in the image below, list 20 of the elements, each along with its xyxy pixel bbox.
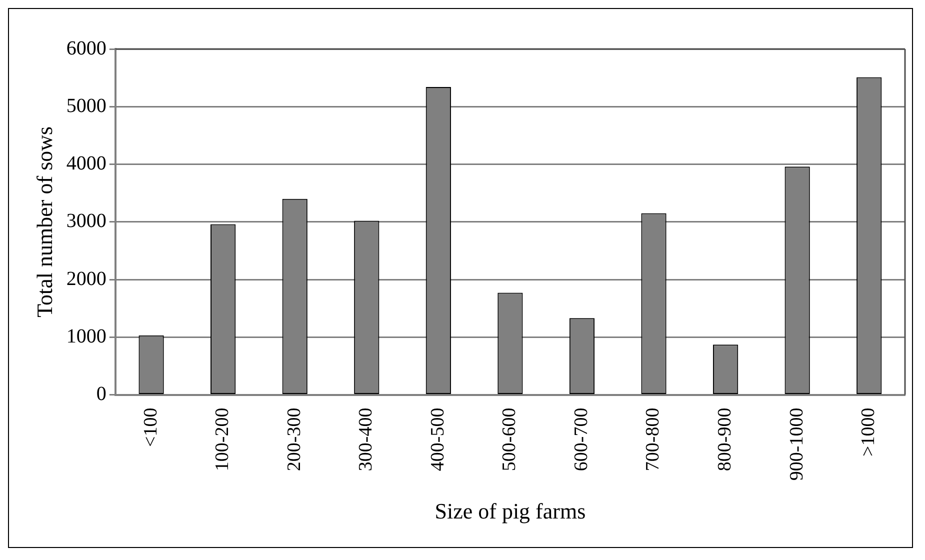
y-tick-label: 0: [96, 383, 106, 406]
x-tick-label: 600-700: [570, 408, 592, 472]
x-tick-label: 200-300: [284, 408, 305, 472]
y-tick-label: 3000: [66, 210, 106, 232]
x-tick-label: <100: [140, 408, 162, 447]
y-tick-label: 4000: [66, 152, 106, 175]
y-tick-label: 1000: [66, 325, 106, 348]
y-axis-title: Total number of sows: [32, 126, 57, 318]
x-tick-label: 900-1000: [786, 408, 808, 481]
y-tick-label: 6000: [66, 37, 106, 60]
x-tick-label: 800-900: [714, 408, 736, 472]
y-tick-label: 2000: [66, 268, 106, 290]
x-tick-label: 500-600: [499, 408, 520, 472]
x-tick-label: 100-200: [212, 408, 234, 472]
x-axis-title: Size of pig farms: [434, 498, 586, 524]
y-tick-label: 5000: [66, 94, 106, 117]
x-tick-label: >1000: [858, 408, 880, 456]
x-tick-label: 300-400: [356, 408, 377, 472]
x-tick-label: 400-500: [427, 408, 448, 472]
x-tick-label: 700-800: [642, 408, 664, 472]
